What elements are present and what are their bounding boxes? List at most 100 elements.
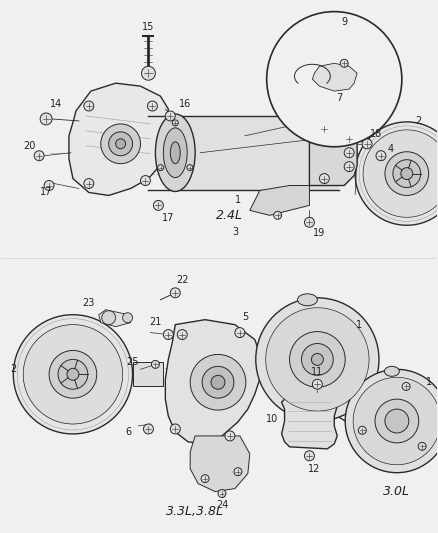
Circle shape — [44, 181, 54, 190]
Text: 17: 17 — [40, 188, 52, 197]
Circle shape — [344, 161, 354, 172]
Circle shape — [202, 366, 234, 398]
Text: 3.3L,3.8L: 3.3L,3.8L — [166, 505, 224, 518]
Circle shape — [49, 351, 97, 398]
Circle shape — [319, 174, 329, 183]
Circle shape — [102, 311, 116, 325]
Circle shape — [393, 160, 421, 188]
Circle shape — [172, 120, 178, 126]
Circle shape — [84, 101, 94, 111]
Text: 2: 2 — [10, 365, 17, 374]
Circle shape — [362, 139, 372, 149]
Circle shape — [153, 200, 163, 211]
Circle shape — [101, 124, 141, 164]
Circle shape — [187, 165, 193, 171]
Text: 6: 6 — [126, 427, 132, 437]
Text: 5: 5 — [242, 312, 248, 322]
Circle shape — [376, 151, 386, 160]
Text: 23: 23 — [83, 298, 95, 308]
Circle shape — [165, 111, 175, 121]
Circle shape — [109, 132, 133, 156]
Text: 17: 17 — [162, 213, 174, 223]
Text: 1: 1 — [356, 320, 362, 329]
Circle shape — [158, 165, 164, 171]
Ellipse shape — [297, 294, 318, 306]
Circle shape — [211, 375, 225, 389]
Circle shape — [401, 168, 413, 180]
Text: 3.0L: 3.0L — [383, 485, 410, 498]
Circle shape — [13, 314, 133, 434]
Circle shape — [312, 379, 322, 389]
Circle shape — [225, 431, 235, 441]
Circle shape — [311, 353, 323, 365]
Circle shape — [148, 101, 157, 111]
Circle shape — [267, 12, 402, 147]
Polygon shape — [69, 83, 168, 196]
Circle shape — [234, 468, 242, 475]
Text: 3: 3 — [232, 227, 238, 237]
Circle shape — [235, 328, 245, 337]
Circle shape — [402, 383, 410, 391]
Circle shape — [375, 399, 419, 443]
Circle shape — [170, 288, 180, 298]
Circle shape — [67, 368, 79, 380]
Text: 25: 25 — [126, 358, 139, 367]
Circle shape — [319, 124, 329, 134]
Polygon shape — [165, 320, 262, 444]
Circle shape — [358, 426, 366, 434]
Circle shape — [274, 212, 282, 219]
Text: 4: 4 — [388, 144, 394, 154]
Circle shape — [344, 134, 354, 144]
Circle shape — [304, 217, 314, 227]
Circle shape — [23, 325, 123, 424]
Circle shape — [418, 442, 426, 450]
Circle shape — [218, 490, 226, 497]
Circle shape — [345, 369, 438, 473]
Text: 10: 10 — [265, 414, 278, 424]
Text: 2.4L: 2.4L — [216, 209, 244, 222]
Circle shape — [58, 359, 88, 389]
Text: 11: 11 — [311, 367, 324, 377]
Circle shape — [141, 66, 155, 80]
Circle shape — [40, 113, 52, 125]
Text: 20: 20 — [23, 141, 35, 151]
Circle shape — [266, 308, 369, 411]
Polygon shape — [99, 310, 131, 327]
Circle shape — [385, 152, 429, 196]
Circle shape — [116, 139, 126, 149]
Circle shape — [144, 424, 153, 434]
Text: 1: 1 — [235, 196, 241, 205]
Polygon shape — [133, 362, 163, 386]
Circle shape — [84, 179, 94, 189]
Circle shape — [355, 122, 438, 225]
Circle shape — [304, 451, 314, 461]
Circle shape — [363, 130, 438, 217]
Text: 7: 7 — [336, 93, 343, 103]
Circle shape — [190, 354, 246, 410]
Ellipse shape — [155, 114, 195, 191]
Circle shape — [301, 343, 333, 375]
Ellipse shape — [163, 128, 187, 177]
Circle shape — [340, 59, 348, 67]
Circle shape — [177, 329, 187, 340]
Text: 14: 14 — [50, 99, 62, 109]
Circle shape — [201, 475, 209, 482]
Circle shape — [344, 148, 354, 158]
Circle shape — [353, 377, 438, 465]
Polygon shape — [282, 392, 337, 449]
Ellipse shape — [170, 142, 180, 164]
Text: 24: 24 — [216, 500, 228, 511]
Circle shape — [256, 298, 379, 421]
Text: 2: 2 — [416, 116, 422, 126]
Polygon shape — [190, 436, 250, 491]
Text: 12: 12 — [308, 464, 321, 474]
Polygon shape — [309, 119, 357, 185]
Polygon shape — [250, 185, 309, 215]
Circle shape — [152, 360, 159, 368]
Circle shape — [290, 332, 345, 387]
Text: 15: 15 — [142, 21, 155, 31]
Text: 1: 1 — [426, 377, 432, 387]
Polygon shape — [175, 116, 339, 190]
Text: 19: 19 — [313, 228, 325, 238]
Text: 21: 21 — [149, 317, 162, 327]
